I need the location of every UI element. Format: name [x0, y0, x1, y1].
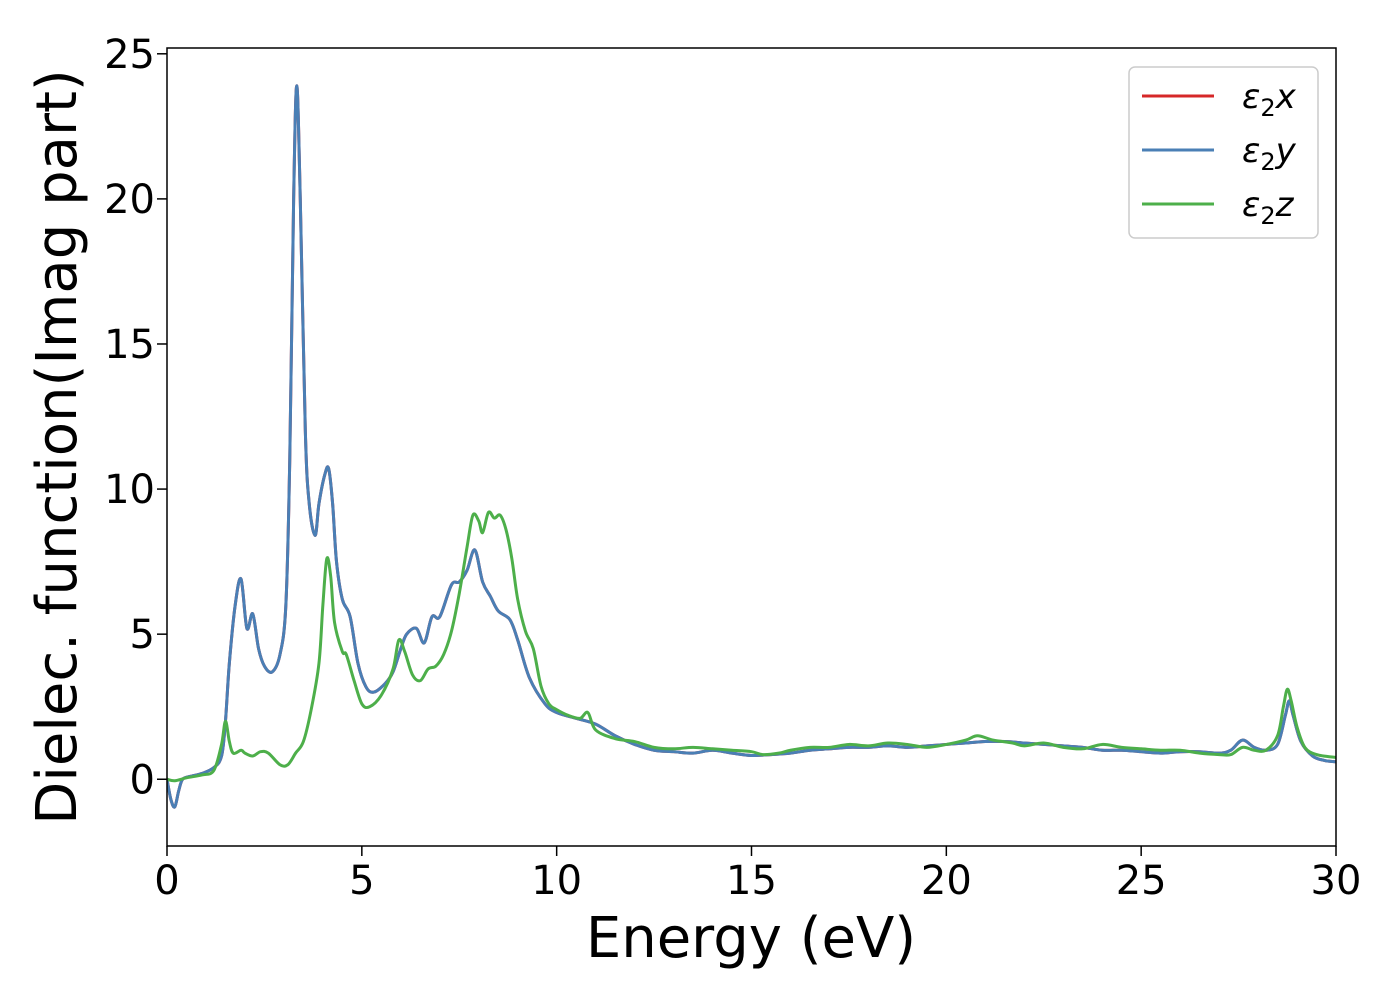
y-axis-title: Dielec. function(Imag part)	[25, 69, 90, 825]
legend-box	[1128, 66, 1319, 239]
y-tick-label: 5	[130, 612, 155, 658]
y-tick-label: 20	[104, 177, 155, 223]
legend-label-z: ε2z	[1242, 185, 1295, 230]
series-line-z	[167, 510, 1336, 783]
x-tick-label: 30	[1311, 858, 1362, 904]
x-axis-title: Energy (eV)	[586, 906, 916, 971]
y-tick-label: 25	[104, 32, 155, 78]
x-axis: 0 5 10 15 20 25 30	[154, 846, 1361, 904]
x-tick-label: 25	[1116, 858, 1167, 904]
x-tick-label: 5	[349, 858, 374, 904]
x-tick-label: 10	[531, 858, 582, 904]
x-tick-label: 20	[921, 858, 972, 904]
legend: ε2x ε2y ε2z	[1128, 66, 1319, 239]
series-layer	[167, 84, 1336, 809]
y-tick-label: 15	[104, 322, 155, 368]
y-axis: 0 5 10 15 20 25	[104, 32, 167, 803]
y-tick-label: 10	[104, 467, 155, 513]
x-tick-label: 0	[154, 858, 179, 904]
y-tick-label: 0	[130, 757, 155, 803]
x-tick-label: 15	[726, 858, 777, 904]
legend-label-x: ε2x	[1242, 77, 1297, 122]
legend-label-y: ε2y	[1242, 131, 1297, 176]
series-line-y	[167, 84, 1336, 809]
